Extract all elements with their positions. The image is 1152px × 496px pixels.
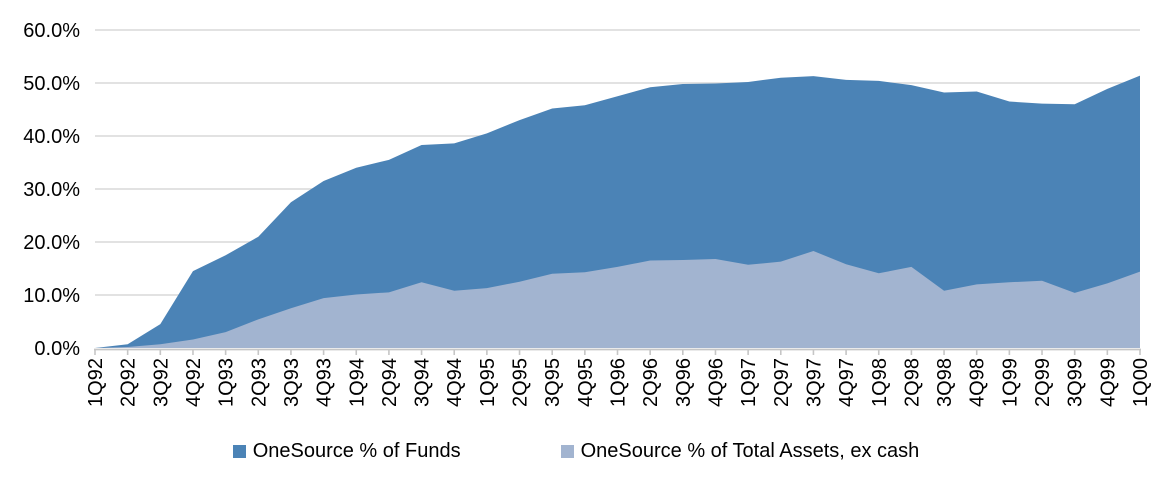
x-axis-tick-label: 4Q97 <box>836 358 858 407</box>
x-axis-tick-label: 2Q95 <box>510 358 532 407</box>
x-axis-tick-label: 2Q97 <box>771 358 793 407</box>
x-axis-tick-label: 3Q93 <box>281 358 303 407</box>
x-axis-tick-label: 2Q94 <box>379 358 401 407</box>
area-series-assets <box>95 251 1140 348</box>
x-axis-tick-label: 3Q98 <box>934 358 956 407</box>
x-axis-tick-label: 4Q93 <box>314 358 336 407</box>
x-axis-tick-label: 3Q95 <box>542 358 564 407</box>
x-axis-tick-label: 3Q92 <box>150 358 172 407</box>
y-axis-tick-label: 0.0% <box>34 338 80 360</box>
x-axis-tick-label: 4Q98 <box>967 358 989 407</box>
legend-item-assets: OneSource % of Total Assets, ex cash <box>560 439 920 463</box>
x-axis-tick-label: 4Q95 <box>575 358 597 407</box>
x-axis-tick-label: 3Q94 <box>412 358 434 407</box>
x-axis-tick-label: 2Q93 <box>248 358 270 407</box>
x-axis-tick-label: 1Q99 <box>999 358 1021 407</box>
x-axis-tick-label: 3Q96 <box>673 358 695 407</box>
x-axis-tick-label: 2Q99 <box>1032 358 1054 407</box>
area-chart-svg: 0.0% 10.0% 20.0% 30.0% 40.0% 50.0% 60.0% 1Q92 2Q… <box>23 20 1152 407</box>
y-axis-tick-label: 10.0% <box>23 285 80 307</box>
y-axis-tick-label: 40.0% <box>23 126 80 148</box>
x-axis-tick-label: 4Q94 <box>444 358 466 407</box>
x-axis-tick-label: 1Q94 <box>346 358 368 407</box>
legend-label-funds: OneSource % of Funds <box>252 439 461 462</box>
x-axis-tick-label: 1Q92 <box>85 358 107 407</box>
x-axis-tick-label: 2Q92 <box>118 358 140 407</box>
x-axis-tick-label: 4Q99 <box>1097 358 1119 407</box>
x-axis-tick-label: 1Q93 <box>216 358 238 407</box>
x-axis-tick-label: 1Q95 <box>477 358 499 407</box>
legend-item-funds: OneSource % of Funds <box>232 439 461 463</box>
x-axis-tick-label: 1Q97 <box>738 358 760 407</box>
x-axis-tick-label: 2Q96 <box>640 358 662 407</box>
x-axis-tick-label: 4Q96 <box>705 358 727 407</box>
y-axis-tick-label: 20.0% <box>23 232 80 254</box>
chart-legend: OneSource % of Funds OneSource % of Tota… <box>0 434 1152 468</box>
x-axis-tick-label: 1Q00 <box>1130 358 1152 407</box>
x-axis-tick-label: 3Q99 <box>1065 358 1087 407</box>
x-axis-tick-label: 3Q97 <box>803 358 825 407</box>
legend-marker-assets-icon <box>560 444 574 458</box>
y-axis-tick-label: 60.0% <box>23 20 80 42</box>
x-axis-tick-label: 4Q92 <box>183 358 205 407</box>
legend-label-assets: OneSource % of Total Assets, ex cash <box>580 439 920 462</box>
x-axis-tick-label: 2Q98 <box>901 358 923 407</box>
y-axis-tick-label: 30.0% <box>23 179 80 201</box>
y-axis-tick-label: 50.0% <box>23 73 80 95</box>
legend-marker-funds-icon <box>232 444 246 458</box>
x-axis-tick-label: 1Q96 <box>608 358 630 407</box>
x-axis-tick-label: 1Q98 <box>869 358 891 407</box>
